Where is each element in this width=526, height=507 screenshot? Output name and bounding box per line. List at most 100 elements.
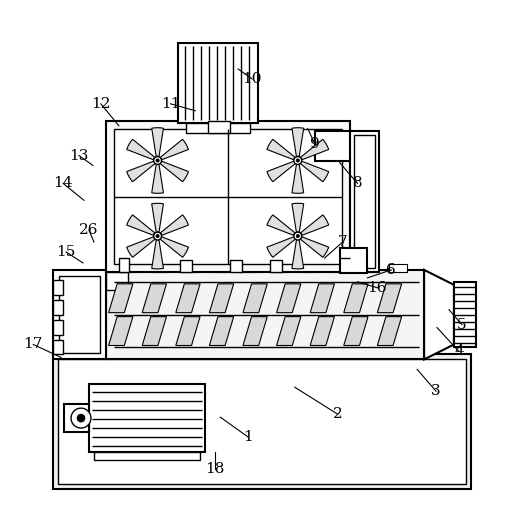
Polygon shape xyxy=(267,158,302,182)
Polygon shape xyxy=(180,264,198,272)
Text: 4: 4 xyxy=(454,344,464,358)
Circle shape xyxy=(154,232,161,240)
Polygon shape xyxy=(294,139,329,163)
Polygon shape xyxy=(424,270,454,359)
Circle shape xyxy=(294,232,302,240)
Polygon shape xyxy=(153,215,188,239)
Polygon shape xyxy=(310,284,335,313)
Polygon shape xyxy=(114,129,341,264)
Polygon shape xyxy=(267,215,302,239)
Polygon shape xyxy=(108,317,133,345)
Polygon shape xyxy=(230,260,242,272)
Circle shape xyxy=(296,159,299,162)
Text: 16: 16 xyxy=(368,281,387,295)
Polygon shape xyxy=(277,317,301,345)
Polygon shape xyxy=(240,264,258,272)
Polygon shape xyxy=(53,319,63,335)
Polygon shape xyxy=(151,128,164,165)
Text: 15: 15 xyxy=(56,245,76,259)
Polygon shape xyxy=(150,264,168,272)
Polygon shape xyxy=(344,284,368,313)
Polygon shape xyxy=(353,135,376,268)
Polygon shape xyxy=(209,284,234,313)
Polygon shape xyxy=(142,284,166,313)
Polygon shape xyxy=(243,317,267,345)
Polygon shape xyxy=(178,43,258,123)
Polygon shape xyxy=(310,317,335,345)
Polygon shape xyxy=(53,280,63,295)
Polygon shape xyxy=(294,158,329,182)
Polygon shape xyxy=(208,121,230,133)
Polygon shape xyxy=(53,340,63,354)
Circle shape xyxy=(77,414,85,422)
Text: 7: 7 xyxy=(338,235,347,249)
Text: 2: 2 xyxy=(333,407,342,421)
Polygon shape xyxy=(106,272,128,290)
Polygon shape xyxy=(94,452,200,460)
Polygon shape xyxy=(277,284,301,313)
Polygon shape xyxy=(106,121,349,272)
Text: 6: 6 xyxy=(387,263,396,277)
Polygon shape xyxy=(106,270,424,359)
Circle shape xyxy=(71,408,91,428)
Text: 13: 13 xyxy=(69,149,89,163)
Text: 11: 11 xyxy=(161,97,180,111)
Polygon shape xyxy=(292,128,304,165)
Polygon shape xyxy=(209,317,234,345)
Circle shape xyxy=(156,234,159,238)
Circle shape xyxy=(296,234,299,238)
Polygon shape xyxy=(119,258,129,272)
Polygon shape xyxy=(176,284,200,313)
Polygon shape xyxy=(153,158,188,182)
Text: 17: 17 xyxy=(24,338,43,351)
Text: 8: 8 xyxy=(352,176,362,191)
Polygon shape xyxy=(340,248,368,273)
Polygon shape xyxy=(344,317,368,345)
Polygon shape xyxy=(89,384,205,452)
Polygon shape xyxy=(454,282,476,347)
Polygon shape xyxy=(186,123,250,133)
Polygon shape xyxy=(270,260,282,272)
Polygon shape xyxy=(127,158,162,182)
Polygon shape xyxy=(151,203,164,241)
Polygon shape xyxy=(153,139,188,163)
Polygon shape xyxy=(292,231,304,269)
Circle shape xyxy=(156,159,159,162)
Polygon shape xyxy=(300,264,318,272)
Polygon shape xyxy=(127,215,162,239)
Polygon shape xyxy=(294,215,329,239)
Text: 14: 14 xyxy=(53,176,73,191)
Text: 9: 9 xyxy=(310,136,320,151)
Polygon shape xyxy=(121,264,139,272)
Polygon shape xyxy=(142,317,166,345)
Polygon shape xyxy=(294,234,329,258)
Polygon shape xyxy=(53,270,106,359)
Polygon shape xyxy=(53,300,63,315)
Polygon shape xyxy=(210,264,228,272)
Polygon shape xyxy=(53,354,471,489)
Polygon shape xyxy=(243,284,267,313)
Polygon shape xyxy=(151,156,164,193)
Polygon shape xyxy=(377,284,402,313)
Polygon shape xyxy=(267,234,302,258)
Polygon shape xyxy=(64,404,89,432)
Polygon shape xyxy=(180,260,193,272)
Polygon shape xyxy=(108,284,133,313)
Text: 26: 26 xyxy=(79,223,99,237)
Text: 10: 10 xyxy=(242,72,262,86)
Polygon shape xyxy=(349,131,379,272)
Text: 18: 18 xyxy=(206,462,225,476)
Polygon shape xyxy=(127,139,162,163)
Polygon shape xyxy=(359,264,377,272)
Text: 1: 1 xyxy=(243,430,253,444)
Text: 12: 12 xyxy=(91,97,110,111)
Circle shape xyxy=(294,157,302,164)
Polygon shape xyxy=(389,264,407,272)
Polygon shape xyxy=(176,317,200,345)
Polygon shape xyxy=(270,264,288,272)
Polygon shape xyxy=(292,156,304,193)
Polygon shape xyxy=(151,231,164,269)
Text: 3: 3 xyxy=(431,384,441,398)
Polygon shape xyxy=(267,139,302,163)
Circle shape xyxy=(154,157,161,164)
